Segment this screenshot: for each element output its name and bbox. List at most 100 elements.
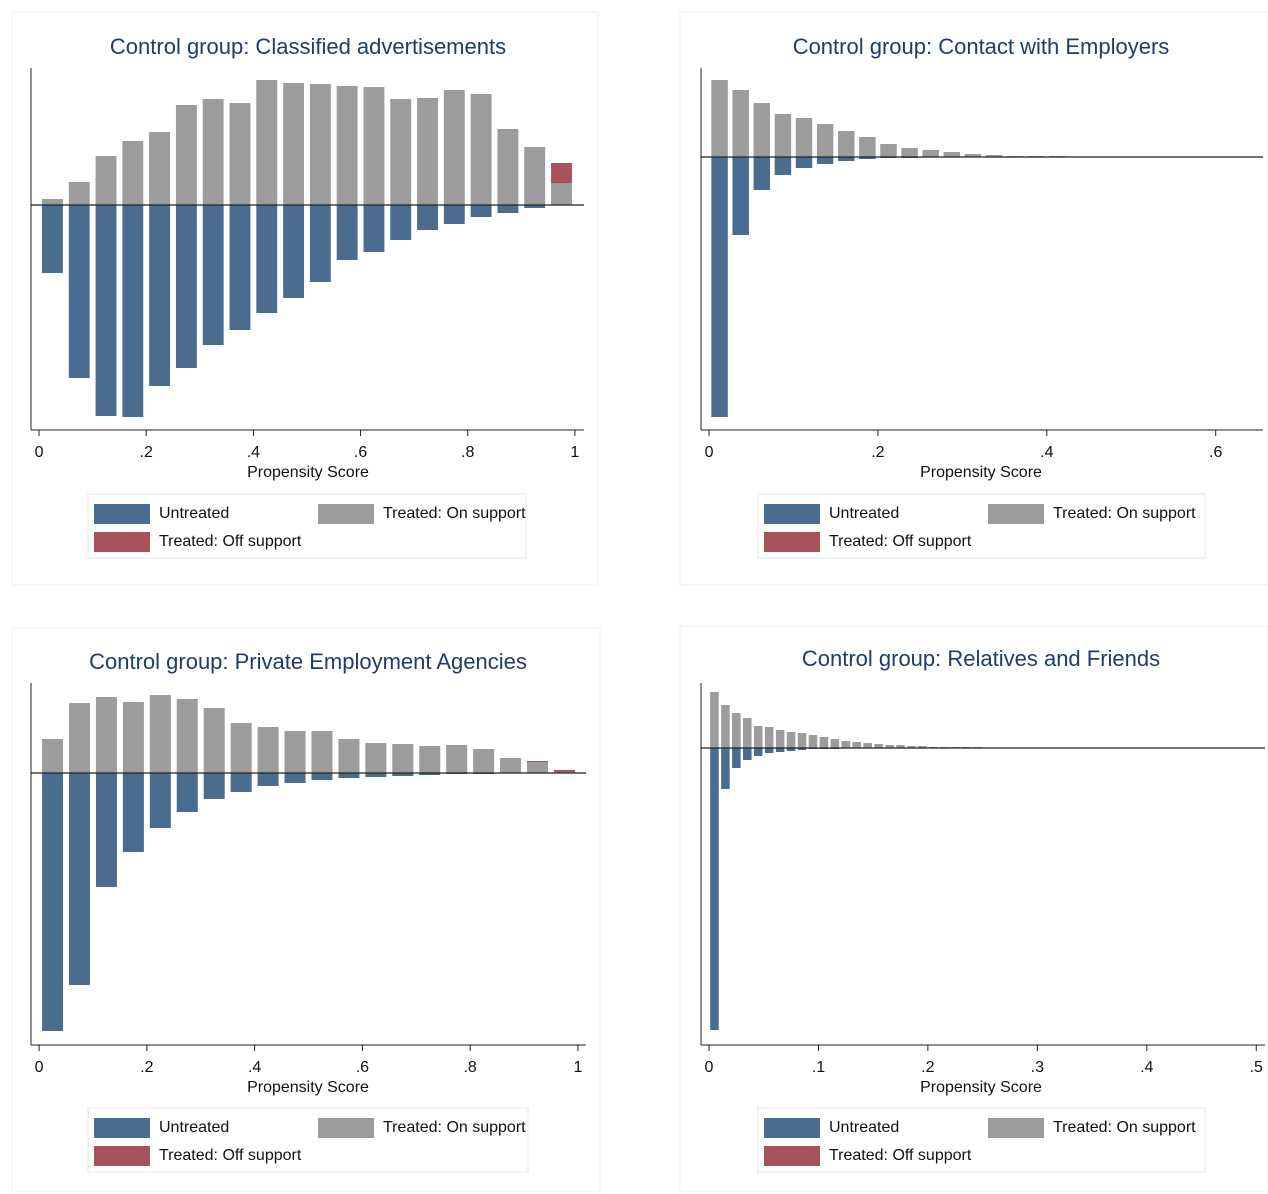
legend-label: Untreated	[829, 1119, 899, 1136]
bar	[797, 748, 807, 750]
x-tick-label: .6	[354, 444, 367, 461]
bar	[390, 205, 412, 240]
bar	[901, 148, 918, 157]
x-tick-label: 0	[35, 1059, 44, 1076]
bar	[149, 205, 171, 386]
x-tick-label: .2	[871, 444, 884, 461]
bar	[859, 137, 876, 157]
bar	[392, 773, 414, 776]
bar	[786, 748, 796, 751]
x-tick-label: 1	[573, 1059, 582, 1076]
bar	[808, 735, 818, 748]
bar	[122, 141, 144, 205]
bar	[149, 132, 171, 205]
legend-label: Treated: Off support	[829, 533, 972, 550]
legend-swatch	[318, 1118, 374, 1138]
x-axis-title: Propensity Score	[247, 1079, 369, 1096]
bar	[230, 773, 252, 792]
bar	[797, 733, 807, 748]
x-axis-title: Propensity Score	[920, 1079, 1042, 1096]
bar	[443, 90, 465, 205]
bar	[229, 205, 251, 330]
bar	[203, 773, 225, 799]
x-tick-label: .4	[1140, 1059, 1153, 1076]
bar	[943, 152, 961, 157]
bar	[775, 730, 785, 748]
chart-title: Control group: Relatives and Friends	[802, 646, 1160, 671]
legend-swatch	[318, 504, 374, 524]
legend-swatch	[94, 504, 150, 524]
bar	[732, 157, 749, 235]
bar	[256, 205, 278, 313]
x-tick-label: 0	[705, 444, 714, 461]
bar	[732, 748, 741, 768]
legend-swatch	[988, 504, 1044, 524]
bar	[470, 94, 492, 205]
bar	[896, 745, 905, 748]
x-tick-label: .1	[812, 1059, 825, 1076]
bar	[711, 80, 728, 157]
bar	[68, 703, 91, 773]
bar	[95, 697, 117, 773]
panel	[679, 11, 1268, 586]
bar	[338, 773, 360, 778]
x-tick-label: .8	[463, 1059, 476, 1076]
legend-swatch	[94, 532, 150, 552]
legend-label: Treated: On support	[383, 505, 526, 522]
bar	[497, 129, 519, 205]
bar	[122, 205, 144, 417]
legend-swatch	[764, 532, 820, 552]
x-tick-label: .2	[140, 444, 153, 461]
legend-box	[757, 1107, 1206, 1173]
bar	[774, 114, 792, 157]
legend-swatch	[94, 1118, 150, 1138]
bar	[68, 205, 90, 378]
bar	[732, 90, 749, 157]
bar	[473, 749, 495, 773]
bar	[764, 748, 774, 753]
x-tick-label: .6	[1209, 444, 1222, 461]
bar	[338, 739, 360, 773]
bar	[229, 103, 251, 205]
bar	[470, 205, 492, 217]
legend-label: Treated: On support	[1053, 1119, 1196, 1136]
legend-label: Untreated	[159, 505, 229, 522]
bar	[257, 727, 279, 773]
bar	[363, 87, 385, 205]
bar	[526, 761, 549, 762]
bar	[710, 692, 719, 748]
chart-title: Control group: Private Employment Agenci…	[89, 649, 527, 674]
x-tick-label: .4	[1040, 444, 1053, 461]
bar	[175, 205, 197, 368]
bar	[885, 745, 894, 748]
bar	[551, 183, 572, 205]
bar	[819, 737, 829, 748]
bar	[795, 157, 813, 168]
bar	[203, 708, 225, 773]
bar	[95, 773, 117, 887]
bar	[816, 157, 834, 164]
x-axis-title: Propensity Score	[247, 464, 369, 481]
bar	[392, 744, 414, 773]
legend-label: Treated: Off support	[159, 533, 302, 550]
x-tick-label: 1	[570, 444, 579, 461]
bar	[417, 98, 438, 205]
bar	[830, 739, 840, 748]
bar	[95, 156, 117, 205]
bar	[256, 80, 278, 205]
bar	[526, 762, 549, 773]
bar	[176, 773, 198, 812]
bar	[283, 83, 305, 205]
bar	[551, 163, 572, 183]
bar	[41, 205, 63, 273]
x-axis-title: Propensity Score	[920, 464, 1042, 481]
bar	[816, 124, 834, 157]
bar	[918, 746, 927, 748]
bar	[852, 742, 862, 748]
bar	[41, 199, 63, 205]
bar	[753, 726, 763, 748]
legend-box	[757, 493, 1206, 559]
legend-label: Treated: On support	[383, 1119, 526, 1136]
x-tick-label: .4	[247, 444, 260, 461]
bar	[202, 205, 224, 345]
